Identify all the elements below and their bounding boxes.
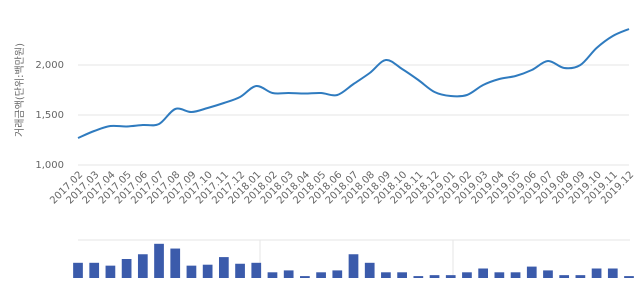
volume-bar xyxy=(413,276,424,278)
volume-bar xyxy=(348,254,359,278)
volume-bar xyxy=(235,263,245,278)
volume-bar xyxy=(105,265,116,278)
volume-bar xyxy=(575,275,586,278)
volume-bar xyxy=(429,275,440,278)
y-tick-label: 1,000 xyxy=(35,160,64,171)
volume-bar xyxy=(170,248,181,278)
volume-bar xyxy=(364,262,375,278)
volume-bar xyxy=(591,268,602,278)
volume-bar xyxy=(73,262,83,278)
volume-bar xyxy=(478,268,489,278)
volume-bar xyxy=(300,276,310,278)
volume-bar xyxy=(624,276,634,278)
volume-bar xyxy=(267,272,278,278)
y-axis-label: 거래금액(단위:백만원) xyxy=(13,43,26,137)
volume-bar xyxy=(381,272,391,278)
volume-bar xyxy=(202,264,213,278)
volume-bar xyxy=(332,270,343,278)
volume-bar xyxy=(445,275,456,278)
volume-bar xyxy=(316,272,326,278)
volume-bar xyxy=(283,270,294,278)
volume-bar xyxy=(218,257,229,278)
volume-bar xyxy=(154,243,164,278)
volume-bar xyxy=(137,254,148,278)
volume-bar xyxy=(494,272,505,278)
price-line xyxy=(77,28,630,139)
volume-bar xyxy=(559,275,570,278)
volume-bar xyxy=(251,262,262,278)
volume-bar xyxy=(397,272,407,278)
volume-bar xyxy=(89,262,100,278)
y-tick-label: 2,000 xyxy=(35,60,64,71)
volume-bar xyxy=(607,268,618,278)
volume-bar xyxy=(526,266,537,278)
volume-bar xyxy=(462,272,472,278)
volume-bar xyxy=(510,272,521,278)
volume-bar xyxy=(121,259,132,278)
volume-bar xyxy=(186,265,197,278)
volume-bar xyxy=(543,270,553,278)
y-tick-label: 1,500 xyxy=(35,110,64,121)
